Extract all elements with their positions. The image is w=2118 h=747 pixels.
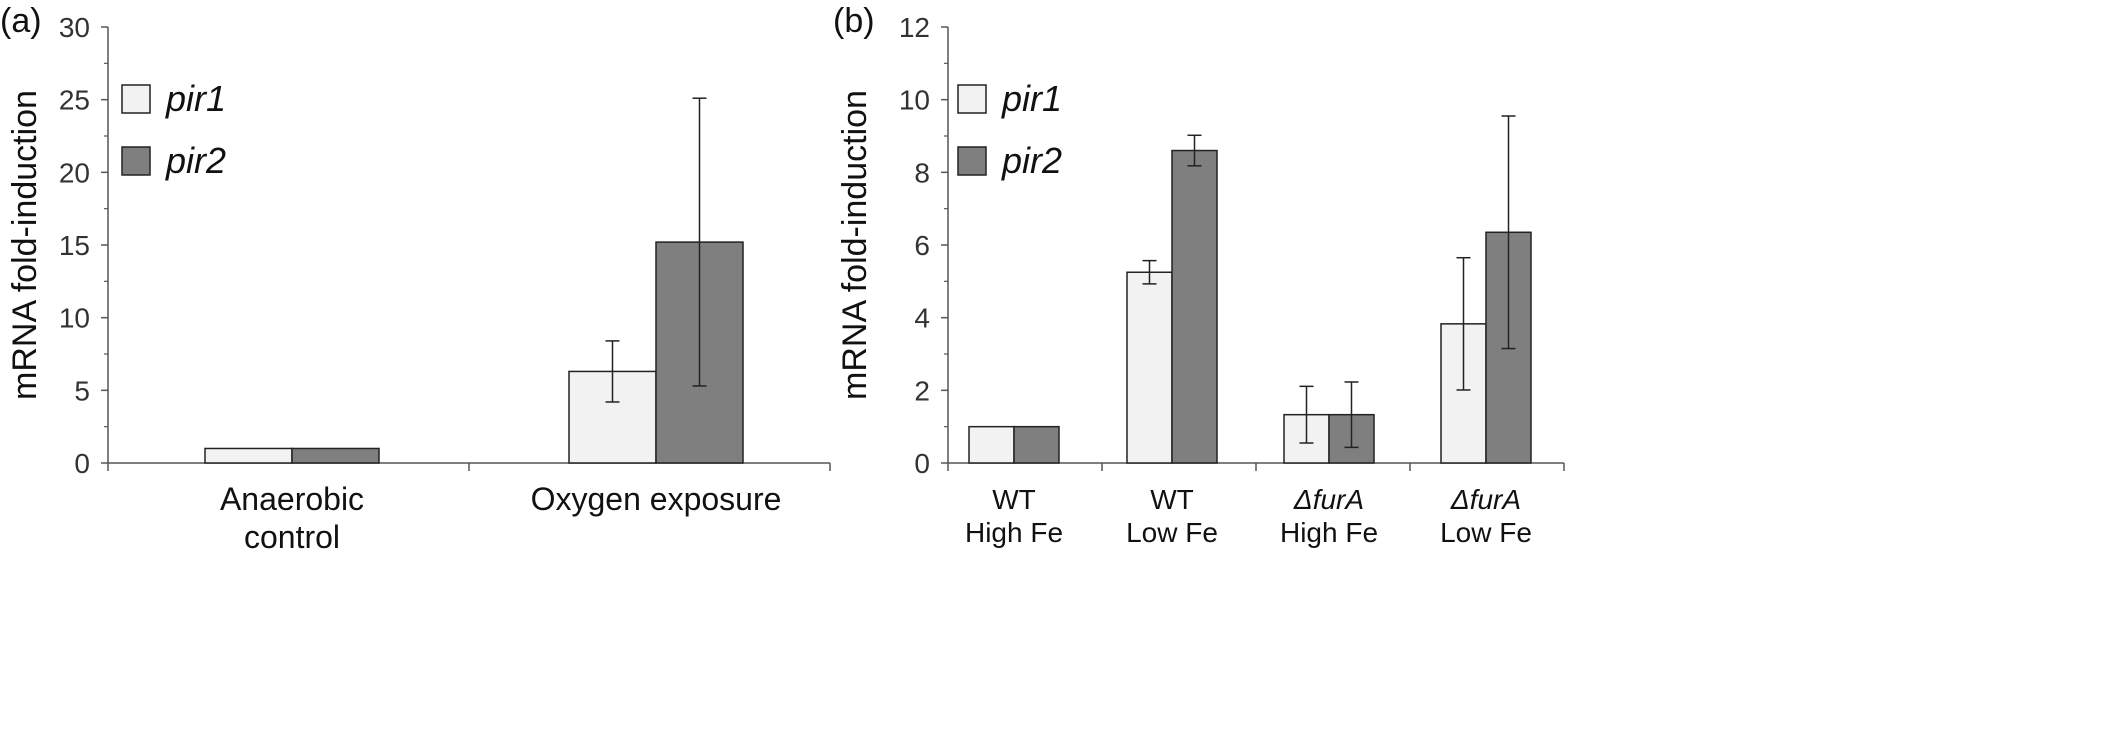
y-tick-label: 0 [914,448,930,479]
bar-pir2 [1013,425,1060,464]
legend-swatch-pir1 [957,84,987,114]
bar-pir2 [291,447,380,464]
legend-swatch-pir2 [957,146,987,176]
x-category-label: High Fe [965,517,1063,548]
legend-label-pir1: pir1 [165,78,226,119]
legend-swatch-pir1 [121,84,151,114]
y-tick-label: 8 [914,157,930,188]
x-category-label: Oxygen exposure [531,481,782,517]
panel-label: (b) [833,2,875,40]
legend-label-pir2: pir2 [1001,140,1062,181]
y-tick-label: 12 [899,12,930,43]
x-category-label: Low Fe [1440,517,1532,548]
y-tick-label: 10 [59,303,90,334]
x-category-label: WT [1150,484,1194,515]
x-category-label: Low Fe [1126,517,1218,548]
chart-panel-a: (a) mRNA fold-induction 0 5 10 15 20 25 30 Anaero… [0,2,831,555]
x-category-label: ΔfurA [1293,484,1364,515]
legend-swatch-pir2 [121,146,151,176]
y-tick-label: 2 [914,375,930,406]
y-tick-label: 10 [899,85,930,116]
bar-pir1 [204,447,293,464]
y-tick-label: 0 [74,448,90,479]
x-category-label: ΔfurA [1450,484,1521,515]
x-category-label: control [244,519,340,555]
y-axis-label: mRNA fold-induction [836,90,874,400]
y-tick-label: 20 [59,157,90,188]
legend-label-pir1: pir1 [1001,78,1062,119]
y-tick-label: 5 [74,375,90,406]
y-tick-label: 25 [59,85,90,116]
y-tick-label: 4 [914,303,930,334]
panel-label: (a) [0,2,42,40]
x-category-label: WT [992,484,1036,515]
x-category-label: Anaerobic [220,481,364,517]
y-tick-label: 6 [914,230,930,261]
legend-label-pir2: pir2 [165,140,226,181]
bar-pir1 [1126,271,1173,464]
bar-pir2 [1171,149,1218,464]
y-axis-label: mRNA fold-induction [6,90,44,400]
y-tick-label: 30 [59,12,90,43]
x-category-label: High Fe [1280,517,1378,548]
bar-pir1 [968,425,1015,464]
y-tick-label: 15 [59,230,90,261]
